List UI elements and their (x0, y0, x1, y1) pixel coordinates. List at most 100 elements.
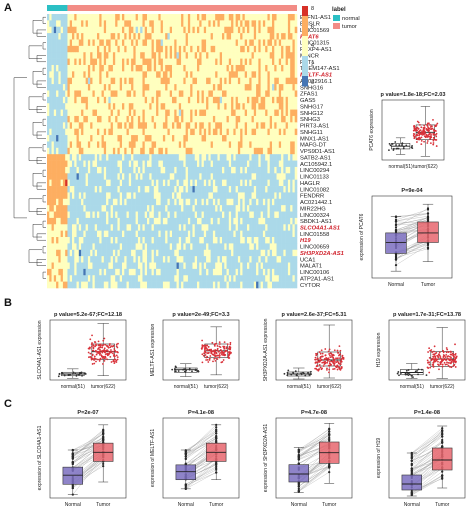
heatmap-cell (201, 211, 205, 219)
heatmap-cell (112, 281, 116, 289)
heatmap-cell (262, 275, 266, 282)
heatmap-cell (126, 275, 130, 282)
heatmap-cell (60, 186, 64, 193)
heatmap-cell (49, 173, 52, 180)
heatmap-cell (122, 103, 125, 110)
heatmap-cell (272, 154, 275, 161)
heatmap-cell (128, 141, 132, 149)
heatmap-cell (140, 230, 143, 238)
heatmap-cell (87, 90, 91, 98)
heatmap-cell (249, 275, 252, 282)
heatmap-cell (176, 84, 180, 91)
heatmap-cell (51, 275, 55, 282)
heatmap-cell (47, 166, 50, 174)
heatmap-cell (276, 90, 280, 98)
heatmap-cell (92, 230, 96, 238)
heatmap-cell (135, 154, 139, 161)
heatmap-cell (108, 186, 111, 193)
heatmap-cell (106, 198, 109, 206)
heatmap-cell (158, 115, 161, 123)
heatmap-cell (165, 230, 168, 238)
heatmap-cell (242, 179, 246, 187)
heatmap-cell (290, 243, 293, 251)
heatmap-cell (172, 237, 175, 244)
heatmap-cell (158, 230, 161, 238)
heatmap-cell (233, 256, 236, 263)
heatmap-cell (212, 205, 216, 212)
heatmap-cell (65, 243, 68, 251)
heatmap-cell (53, 237, 57, 244)
heatmap-cell (72, 39, 75, 47)
heatmap-cell (167, 179, 171, 187)
heatmap-cell (140, 205, 143, 212)
heatmap-cell (147, 52, 150, 59)
heatmap-cell (58, 205, 61, 212)
heatmap-cell (240, 45, 243, 53)
heatmap-cell (272, 166, 275, 174)
heatmap-cell (194, 84, 198, 91)
heatmap-cell (197, 52, 200, 59)
heatmap-cell (165, 262, 168, 270)
heatmap-cell (83, 71, 86, 79)
heatmap-cell (81, 64, 84, 72)
heatmap-cell (276, 249, 280, 257)
heatmap-cell (128, 20, 132, 28)
heatmap-cell (249, 135, 252, 142)
heatmap-cell (199, 45, 202, 53)
heatmap-cell (151, 58, 155, 66)
heatmap-cell (51, 173, 55, 180)
heatmap-cell (147, 122, 150, 129)
heatmap-cell (47, 243, 50, 251)
heatmap-cell (210, 268, 214, 276)
heatmap-cell (115, 154, 118, 161)
heatmap-cell (65, 198, 68, 206)
heatmap-cell (267, 71, 271, 79)
heatmap-dendrogram-branch (32, 173, 42, 187)
heatmap-cell (83, 103, 86, 110)
heatmap-cell (117, 26, 121, 34)
heatmap-cell (206, 122, 209, 129)
heatmap-cell (272, 14, 275, 21)
heatmap-cell (76, 211, 80, 219)
heatmap-cell (283, 122, 286, 129)
heatmap-cell (99, 115, 102, 123)
heatmap-cell (276, 39, 280, 47)
heatmap-cell (99, 109, 102, 117)
heatmap-cell (278, 96, 282, 104)
data-point-normal (392, 149, 395, 151)
heatmap-cell (49, 237, 52, 244)
heatmap-cell (142, 205, 146, 212)
heatmap-cell (87, 160, 91, 168)
heatmap-cell (124, 243, 127, 251)
heatmap-cell (140, 281, 143, 289)
heatmap-cell (99, 45, 102, 53)
data-point-tumor (435, 130, 437, 132)
heatmap-cell (219, 256, 223, 263)
heatmap-cell (151, 211, 155, 219)
heatmap-cell (212, 52, 216, 59)
heatmap-cell (190, 211, 193, 219)
heatmap-cell (292, 26, 296, 34)
heatmap-cell (208, 109, 211, 117)
heatmap-cell (162, 154, 166, 161)
heatmap-cell (265, 128, 268, 136)
heatmap-cell (212, 160, 216, 168)
heatmap-cell (149, 186, 152, 193)
heatmap-cell (162, 128, 166, 136)
heatmap-cell (224, 14, 227, 21)
heatmap-cell (281, 173, 284, 180)
heatmap-gene-label: SNHG3 (300, 117, 320, 123)
heatmap-cell (137, 96, 141, 104)
heatmap-cell (90, 20, 93, 28)
heatmap-cell (274, 84, 277, 91)
heatmap-cell (108, 211, 111, 219)
heatmap-cell (178, 256, 182, 263)
heatmap-cell (233, 281, 236, 289)
heatmap-cell (240, 115, 243, 123)
heatmap-cell (115, 211, 118, 219)
heatmap-cell (244, 217, 248, 225)
heatmap-cell (117, 109, 121, 117)
heatmap-cell (287, 84, 291, 91)
heatmap-cell (201, 192, 205, 200)
